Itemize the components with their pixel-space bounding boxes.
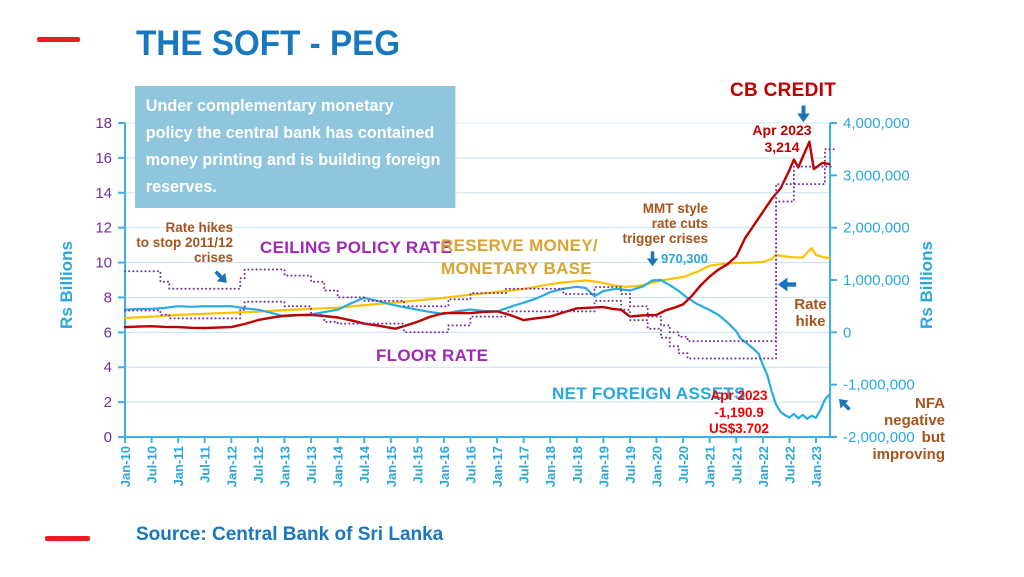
rate-hike-annotation: Rate hike: [783, 296, 838, 330]
nfa-apr-line2: -1,190.9: [714, 404, 764, 420]
x-tick-label: Jul-22: [782, 446, 797, 484]
y-right-tick-label: 0: [843, 324, 851, 341]
x-tick-label: Jul-18: [570, 446, 585, 484]
series-line-cb-credit: [123, 140, 831, 330]
commentary-callout: Under complementary monetary policy the …: [135, 86, 456, 208]
x-tick-label: Jan-15: [384, 446, 399, 487]
y-left-tick-label: 0: [104, 429, 112, 446]
x-tick-label: Jul-21: [729, 446, 744, 484]
nfa-note-annotation: NFA negative but improving: [855, 395, 945, 463]
y-left-tick-label: 8: [104, 289, 112, 306]
x-tick-label: Jul-19: [623, 446, 638, 484]
y-left-tick-label: 14: [95, 185, 112, 202]
reserve-money-label: RESERVE MONEY/ MONETARY BASE: [441, 234, 598, 280]
series-line-floor-rate: [124, 165, 835, 360]
x-tick-label: Jul-12: [251, 446, 266, 484]
y-left-tick-label: 10: [95, 255, 112, 272]
accent-dash-top: [37, 37, 80, 42]
x-tick-label: Jan-18: [543, 446, 558, 487]
x-tick-label: Jan-16: [437, 446, 452, 487]
mmt-line1: MMT style: [642, 201, 708, 216]
y-right-tick-label: 3,000,000: [843, 167, 910, 184]
arrow-down-icon: [644, 250, 661, 267]
rate-hike-line2: hike: [795, 313, 826, 330]
x-tick-label: Jan-14: [331, 445, 346, 487]
x-tick-label: Jul-15: [410, 446, 425, 484]
net-foreign-assets-label: NET FOREIGN ASSETS: [552, 384, 746, 403]
y-left-tick-label: 12: [95, 220, 112, 237]
series-line-net-foreign-assets: [123, 278, 831, 420]
y-left-tick-label: 18: [95, 115, 112, 132]
x-tick-label: Jan-13: [277, 446, 292, 487]
reserve-money-label-line1: RESERVE MONEY/: [441, 236, 598, 255]
arrow-left-icon: [777, 274, 798, 295]
rate-hikes-line1: Rate hikes: [165, 220, 233, 235]
y-right-tick-label: 4,000,000: [843, 115, 910, 132]
x-tick-label: Jul-17: [517, 446, 532, 484]
cb-credit-apr2023-callout: Apr 2023 3,214: [751, 122, 813, 156]
y-right-tick-label: 2,000,000: [843, 220, 910, 237]
series-line-ceiling-policy-rate: [124, 148, 835, 343]
x-tick-label: Jul-10: [145, 446, 160, 484]
page-title: THE SOFT - PEG: [136, 24, 401, 63]
x-tick-label: Jan-23: [809, 446, 824, 487]
arrow-up-left-icon: [836, 396, 853, 413]
x-tick-label: Jul-11: [198, 446, 213, 483]
arrow-down-icon-cb: [794, 104, 813, 123]
nfa-apr-line1: Apr 2023: [710, 388, 768, 403]
x-tick-label: Jan-11: [171, 446, 186, 486]
nfa-note-line2: but improving: [872, 429, 945, 463]
x-tick-label: Jan-10: [118, 446, 133, 487]
right-axis-title: Rs Billions: [917, 241, 936, 329]
x-tick-label: Jan-12: [224, 446, 239, 487]
rate-hike-line1: Rate: [794, 296, 827, 313]
x-tick-label: Jan-17: [490, 446, 505, 487]
nfa-apr2023-callout: Apr 2023 -1,190.9 US$3.702: [705, 388, 773, 438]
nfa-note-line1: NFA negative: [884, 395, 945, 429]
cb-credit-label: CB CREDIT: [730, 80, 837, 101]
x-tick-label: Jan-19: [596, 446, 611, 487]
reserve-money-value-callout: 970,300: [661, 251, 708, 266]
x-tick-label: Jul-14: [357, 445, 372, 483]
reserve-money-label-line2: MONETARY BASE: [441, 259, 592, 278]
mmt-line2: rate cuts: [651, 216, 708, 231]
x-tick-label: Jul-20: [676, 446, 691, 484]
x-tick-label: Jan-22: [756, 446, 771, 487]
floor-rate-label: FLOOR RATE: [376, 346, 489, 365]
cb-apr-line1: Apr 2023: [752, 122, 812, 138]
y-right-tick-label: 1,000,000: [843, 272, 910, 289]
y-right-tick-label: -2,000,000: [843, 429, 915, 446]
arrow-down-right-icon: [212, 268, 230, 286]
y-left-tick-label: 2: [104, 394, 112, 411]
x-tick-label: Jan-21: [703, 446, 718, 487]
x-tick-label: Jan-20: [650, 446, 665, 487]
accent-dash-bottom: [45, 536, 90, 541]
nfa-apr-line3: US$3.702: [708, 421, 770, 436]
cb-apr-line2: 3,214: [764, 139, 800, 155]
x-tick-label: Jul-16: [464, 446, 479, 484]
y-left-tick-label: 6: [104, 324, 112, 341]
source-credit: Source: Central Bank of Sri Lanka: [136, 524, 444, 545]
y-left-tick-label: 16: [95, 150, 112, 167]
mmt-annotation: MMT style rate cuts trigger crises: [578, 201, 708, 246]
left-axis-title: Rs Billions: [57, 241, 76, 329]
mmt-line3: trigger crises: [622, 231, 708, 246]
ceiling-policy-rate-label: CEILING POLICY RATE: [260, 238, 453, 257]
y-right-tick-label: -1,000,000: [843, 377, 915, 394]
y-left-tick-label: 4: [104, 359, 112, 376]
rate-hikes-annotation: Rate hikes to stop 2011/12 crises: [108, 220, 233, 265]
rate-hikes-line3: crises: [193, 250, 233, 265]
x-tick-label: Jul-13: [304, 446, 319, 484]
rate-hikes-line2: to stop 2011/12: [136, 235, 233, 250]
